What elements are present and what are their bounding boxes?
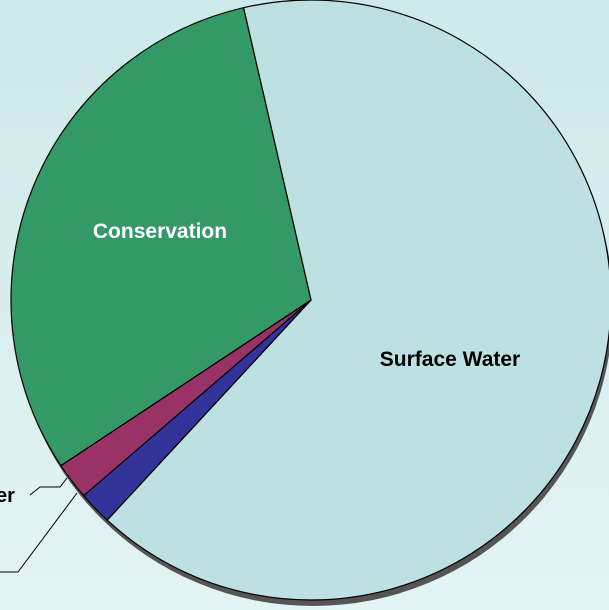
pie-slice-surface-water xyxy=(106,0,609,601)
leader-line-upper xyxy=(29,477,68,496)
leader-line-lower xyxy=(0,492,78,573)
slice-label-clipped: er xyxy=(0,485,15,507)
pie-slice-conservation xyxy=(10,6,312,467)
slice-label-surface-water: Surface Water xyxy=(380,348,520,371)
slice-label-conservation: Conservation xyxy=(93,220,227,243)
